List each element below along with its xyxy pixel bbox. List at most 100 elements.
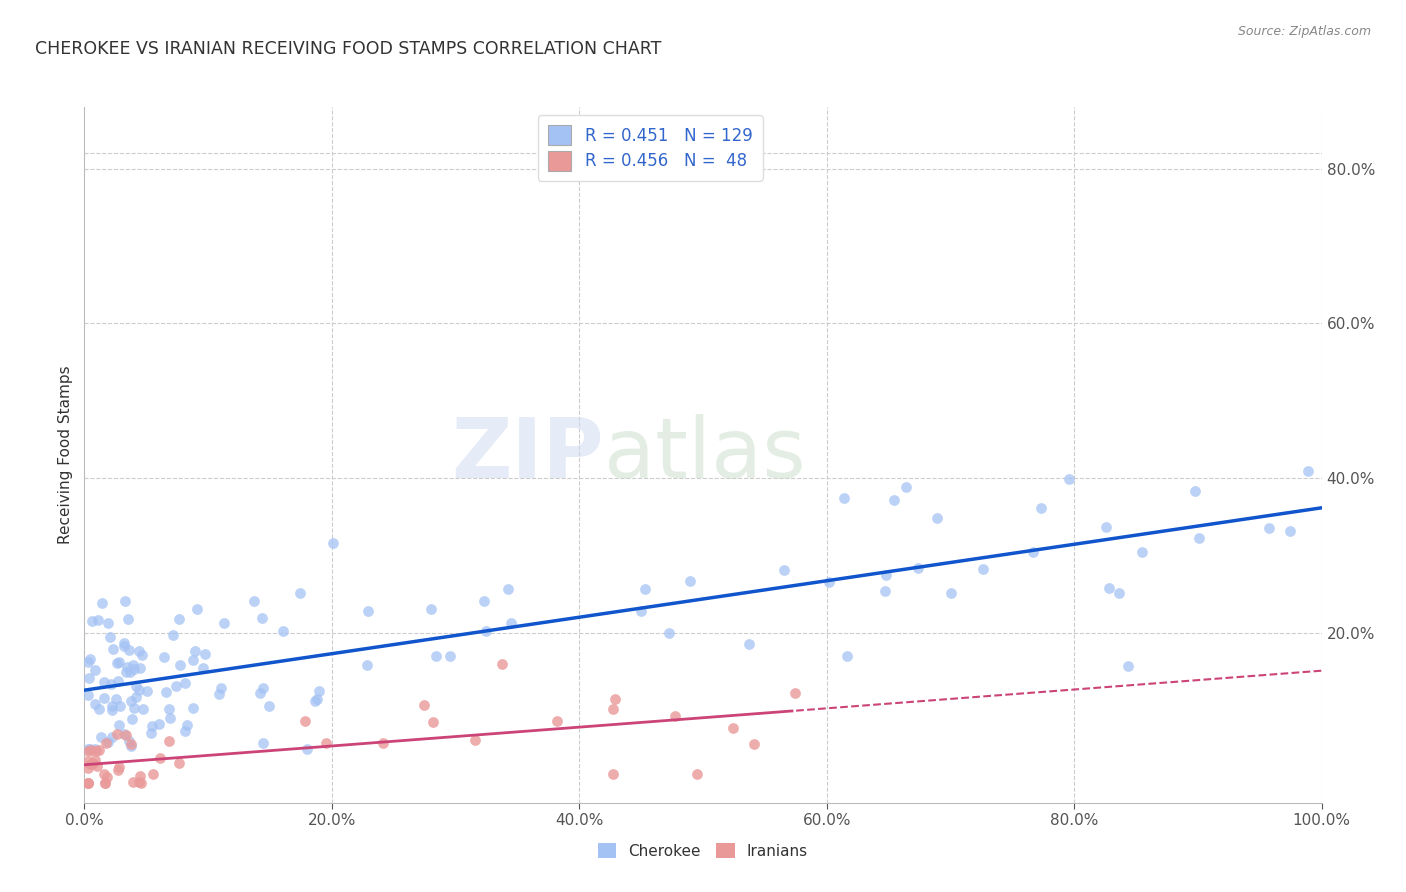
- Point: [307, 692, 329, 706]
- Text: CHEROKEE VS IRANIAN RECEIVING FOOD STAMPS CORRELATION CHART: CHEROKEE VS IRANIAN RECEIVING FOOD STAMP…: [35, 40, 662, 58]
- Point: [118, 642, 141, 657]
- Point: [294, 714, 316, 728]
- Point: [173, 676, 195, 690]
- Point: [107, 674, 129, 689]
- Point: [1021, 545, 1043, 559]
- Point: [79, 671, 101, 685]
- Point: [107, 727, 129, 741]
- Point: [686, 767, 709, 781]
- Point: [773, 563, 796, 577]
- Point: [167, 756, 190, 770]
- Point: [94, 736, 117, 750]
- Point: [101, 699, 124, 714]
- Point: [77, 744, 100, 758]
- Point: [165, 680, 187, 694]
- Point: [120, 694, 142, 708]
- Point: [139, 725, 162, 739]
- Point: [120, 739, 142, 753]
- Point: [738, 637, 761, 651]
- Legend: Cherokee, Iranians: Cherokee, Iranians: [592, 837, 814, 864]
- Point: [77, 754, 100, 768]
- Point: [356, 658, 378, 673]
- Point: [742, 738, 765, 752]
- Point: [308, 683, 330, 698]
- Point: [322, 536, 344, 550]
- Point: [108, 760, 131, 774]
- Point: [128, 644, 150, 658]
- Point: [439, 648, 461, 663]
- Point: [107, 717, 129, 731]
- Point: [112, 636, 135, 650]
- Point: [82, 756, 104, 771]
- Point: [209, 681, 232, 696]
- Point: [128, 661, 150, 675]
- Point: [83, 698, 105, 712]
- Point: [422, 715, 444, 730]
- Point: [546, 714, 568, 728]
- Point: [1130, 545, 1153, 559]
- Point: [124, 663, 146, 677]
- Point: [678, 574, 700, 588]
- Point: [658, 626, 681, 640]
- Point: [249, 686, 271, 700]
- Point: [174, 723, 197, 738]
- Point: [91, 596, 114, 610]
- Point: [304, 693, 326, 707]
- Point: [115, 728, 138, 742]
- Point: [122, 701, 145, 715]
- Point: [141, 719, 163, 733]
- Point: [181, 700, 204, 714]
- Point: [100, 731, 122, 745]
- Point: [883, 493, 905, 508]
- Point: [87, 613, 110, 627]
- Point: [97, 616, 120, 631]
- Point: [464, 732, 486, 747]
- Point: [603, 691, 626, 706]
- Point: [496, 582, 519, 596]
- Point: [79, 652, 101, 666]
- Point: [77, 776, 100, 790]
- Point: [77, 776, 100, 790]
- Point: [114, 665, 136, 679]
- Point: [125, 690, 148, 704]
- Point: [186, 602, 208, 616]
- Point: [80, 614, 103, 628]
- Point: [295, 741, 318, 756]
- Point: [121, 712, 143, 726]
- Point: [84, 744, 107, 758]
- Point: [103, 641, 125, 656]
- Text: Source: ZipAtlas.com: Source: ZipAtlas.com: [1237, 25, 1371, 38]
- Point: [907, 560, 929, 574]
- Point: [77, 741, 100, 756]
- Point: [104, 692, 127, 706]
- Point: [419, 602, 441, 616]
- Point: [835, 649, 858, 664]
- Point: [1095, 520, 1118, 534]
- Point: [162, 628, 184, 642]
- Point: [79, 741, 101, 756]
- Point: [501, 616, 523, 631]
- Point: [1059, 472, 1081, 486]
- Point: [1097, 581, 1119, 595]
- Point: [894, 480, 917, 494]
- Point: [87, 743, 110, 757]
- Point: [77, 656, 100, 670]
- Point: [243, 594, 266, 608]
- Text: ZIP: ZIP: [451, 415, 605, 495]
- Point: [157, 733, 180, 747]
- Point: [271, 624, 294, 638]
- Point: [184, 643, 207, 657]
- Point: [371, 736, 394, 750]
- Point: [252, 611, 274, 625]
- Point: [93, 767, 115, 781]
- Point: [105, 656, 128, 670]
- Point: [413, 698, 436, 712]
- Point: [159, 711, 181, 725]
- Point: [288, 586, 311, 600]
- Point: [125, 679, 148, 693]
- Point: [112, 639, 135, 653]
- Point: [84, 753, 107, 767]
- Point: [128, 769, 150, 783]
- Point: [875, 584, 897, 599]
- Point: [121, 658, 143, 673]
